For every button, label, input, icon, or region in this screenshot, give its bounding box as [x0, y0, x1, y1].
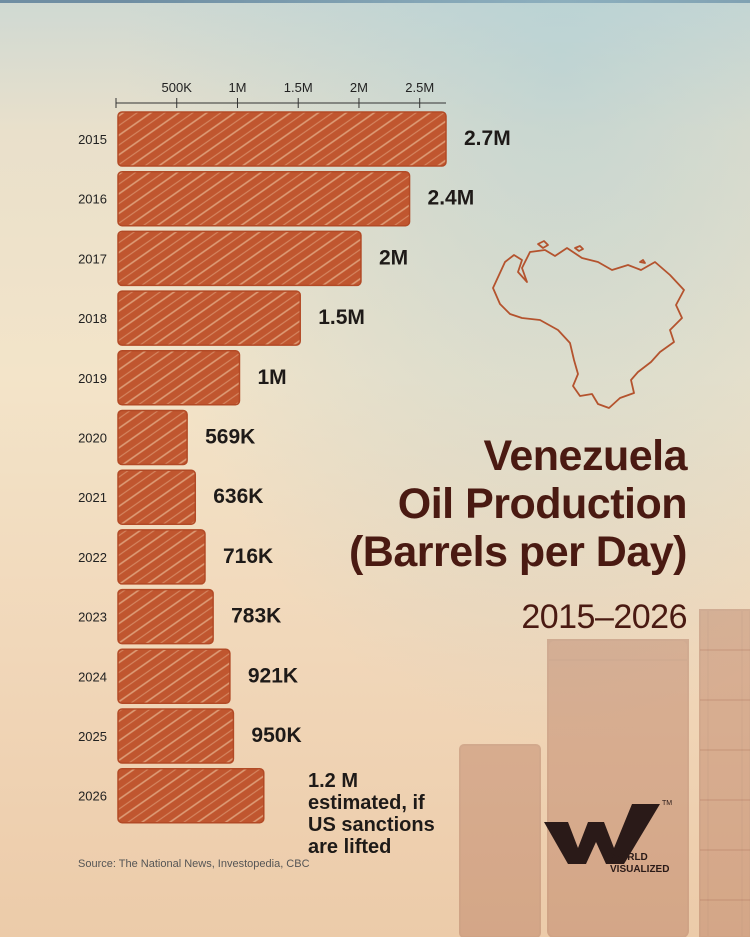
annotation-line-4: are lifted	[308, 836, 392, 858]
title-line-1: Venezuela	[483, 432, 688, 480]
data-label-2021: 636K	[213, 485, 263, 508]
bar-2015	[117, 111, 447, 167]
world-visualized-logo	[544, 804, 660, 864]
chart-title: Venezuela Oil Production (Barrels per Da…	[348, 432, 688, 576]
data-label-2025: 950K	[251, 724, 301, 747]
year-label-2019: 2019	[78, 371, 107, 386]
bar-2018	[117, 290, 301, 346]
year-label-2026: 2026	[78, 789, 107, 804]
year-label-2025: 2025	[78, 729, 107, 744]
year-label-2022: 2022	[78, 550, 107, 565]
bar-2025	[117, 708, 235, 764]
data-label-2020: 569K	[205, 426, 255, 449]
bar-2022	[117, 529, 206, 585]
bar-2023	[117, 588, 214, 645]
data-label-2018: 1.5M	[318, 306, 365, 329]
year-labels: 2015 2016 2017 2018 2019 2020 2021 2022 2023 2024…	[78, 132, 107, 804]
x-tick-label: 500K	[162, 80, 193, 95]
data-label-2016: 2.4M	[428, 187, 475, 210]
brand-name: WORLD VISUALIZED	[610, 852, 669, 876]
data-label-2023: 783K	[231, 605, 281, 628]
annotation-2026: 1.2 M estimated, if US sanctions are lif…	[308, 770, 435, 858]
venezuela-map-outline	[492, 240, 685, 409]
annotation-line-3: US sanctions	[308, 814, 435, 836]
chart-subtitle: 2015–2026	[521, 598, 687, 636]
bar-2024	[117, 648, 231, 705]
data-label-2022: 716K	[223, 545, 273, 568]
title-line-2: Oil Production	[397, 480, 688, 528]
x-tick-label: 1M	[228, 80, 246, 95]
x-tick-label: 1.5M	[284, 80, 313, 95]
data-label-2017: 2M	[379, 246, 408, 269]
bar-2021	[117, 469, 197, 525]
year-label-2015: 2015	[78, 132, 107, 147]
x-axis: 500K 1M 1.5M 2M 2.5M	[115, 80, 446, 108]
year-label-2021: 2021	[78, 490, 107, 505]
bar-2016	[117, 170, 411, 227]
trademark: TM	[662, 800, 673, 807]
annotation-line-2: estimated, if	[308, 792, 425, 814]
year-label-2023: 2023	[78, 610, 107, 625]
year-label-2024: 2024	[78, 669, 107, 684]
data-labels: 2.7M 2.4M 2M 1.5M 1M 569K 636K 716K 783K 921K 950K	[205, 127, 511, 747]
brand-line-1: WORLD	[610, 852, 648, 863]
data-label-2024: 921K	[248, 664, 298, 687]
year-label-2020: 2020	[78, 431, 107, 446]
source-note: Source: The National News, Investopedia,…	[78, 858, 310, 870]
bar-2017	[117, 230, 362, 287]
annotation-line-1: 1.2 M	[308, 770, 359, 792]
year-label-2018: 2018	[78, 311, 107, 326]
brand-line-2: VISUALIZED	[610, 864, 670, 875]
bar-2019	[117, 350, 241, 406]
tank-small	[459, 744, 541, 937]
bars	[117, 111, 447, 824]
year-label-2017: 2017	[78, 251, 107, 266]
data-label-2015: 2.7M	[464, 127, 511, 150]
tank-rail	[547, 639, 689, 661]
x-tick-label: 2.5M	[405, 80, 434, 95]
title-line-3: (Barrels per Day)	[348, 528, 688, 576]
year-label-2016: 2016	[78, 192, 107, 207]
bar-2020	[117, 409, 188, 466]
data-label-2019: 1M	[257, 366, 286, 389]
tower-right	[699, 609, 750, 937]
x-tick-label: 2M	[350, 80, 368, 95]
bar-2026	[117, 767, 265, 824]
